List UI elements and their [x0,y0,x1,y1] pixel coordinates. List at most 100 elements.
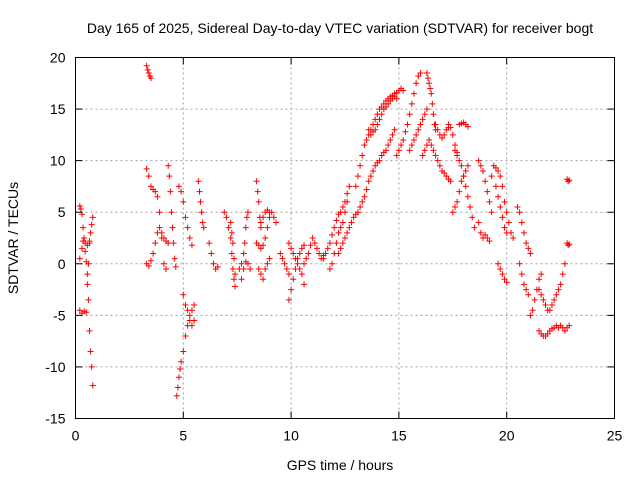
data-point [449,131,456,138]
data-point [326,265,333,272]
data-point [322,250,329,257]
data-point [166,173,173,180]
data-point [244,260,251,267]
y-tick-label: 0 [58,256,66,272]
series-arc-b [76,214,96,317]
data-point [538,271,545,278]
data-point [488,173,495,180]
data-point [464,123,471,130]
data-point [520,281,527,288]
series-arc-j [180,291,198,329]
series-arc-w [285,240,308,288]
data-point [553,291,560,298]
data-point [156,224,163,231]
series-arc-ac [365,93,400,138]
data-point [417,121,424,128]
data-point [423,69,430,76]
data-point [464,162,471,169]
data-point [419,152,426,159]
data-point [180,198,187,205]
data-point [497,265,504,272]
data-point [208,250,215,257]
data-point [257,245,264,252]
data-point [365,178,372,185]
data-point [393,95,400,102]
data-point [84,271,91,278]
series-arc-ae [406,106,430,154]
data-point [242,224,249,231]
data-point [561,260,568,267]
series-arc-aq [495,260,510,286]
data-point [503,229,510,236]
data-points [76,62,573,399]
series-arc-p [238,258,254,283]
series-arc-aw [546,260,568,314]
data-point [81,235,88,241]
data-point [447,124,454,131]
data-point [182,214,189,221]
data-point [376,157,383,164]
data-point [178,188,185,195]
data-point [292,255,299,262]
data-point [188,242,195,249]
data-point [198,209,205,216]
series-arc-ay [564,176,573,185]
data-point [436,162,443,169]
data-point [467,204,474,211]
data-point [382,104,389,111]
data-point [86,327,93,334]
y-tick-label: 15 [50,101,66,117]
data-point [230,276,237,283]
data-point [419,116,426,123]
data-point [285,271,292,278]
data-point [462,167,469,174]
data-point [363,186,370,193]
data-point [337,245,344,252]
data-point [152,240,159,247]
data-point [482,178,489,185]
series-arc-i [175,183,195,249]
data-point [283,265,290,272]
data-point [184,224,191,231]
data-point [374,121,381,128]
data-point [370,167,377,174]
data-point [294,260,301,267]
data-point [199,219,206,226]
data-point [331,224,338,231]
series-arc-ak [451,147,478,231]
data-point [385,142,392,149]
y-tick-label: -10 [45,359,65,375]
axes: 0 5 10 15 20 25 -15 -10 -5 0 5 10 15 20 [45,50,622,444]
data-point [147,75,154,82]
data-point [488,209,495,216]
data-point [415,126,422,133]
data-point [227,235,234,241]
data-point [566,322,573,329]
data-point [80,224,87,231]
data-point [346,224,353,231]
series-arc-am [475,157,495,216]
series-arc-l [206,240,221,272]
data-point [460,173,467,180]
data-point [89,214,96,221]
x-tick-label: 15 [391,428,407,444]
data-point [186,235,193,241]
data-point [227,219,234,226]
data-point [88,221,95,228]
data-point [376,116,383,123]
data-point [195,178,202,185]
data-point [531,296,538,303]
data-point [458,178,465,185]
data-point [449,209,456,216]
data-point [402,128,409,135]
data-point [529,307,536,314]
series-arc-ad [393,69,424,159]
data-point [232,271,239,278]
data-point [475,157,482,164]
data-point [518,271,525,278]
data-point [180,348,187,355]
series-arc-ah [432,121,452,141]
data-point [542,302,549,309]
data-point [423,106,430,113]
